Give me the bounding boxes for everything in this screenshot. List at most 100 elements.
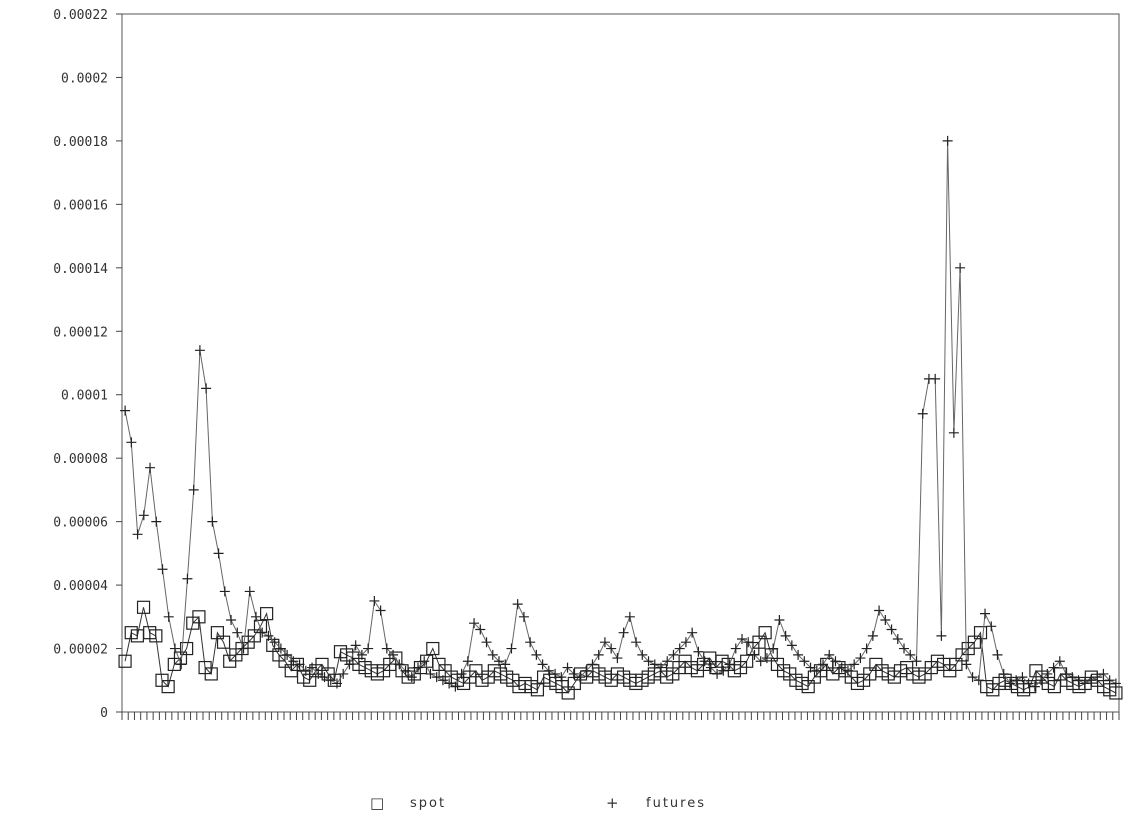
futures-point xyxy=(1017,672,1028,683)
series-line-spot xyxy=(124,607,1117,694)
y-tick-label: 0.00022 xyxy=(53,8,108,23)
futures-point xyxy=(213,548,224,559)
futures-point xyxy=(525,637,536,648)
futures-point xyxy=(562,662,573,673)
futures-point xyxy=(269,637,280,648)
futures-point xyxy=(518,611,529,622)
spot-point xyxy=(204,667,218,681)
futures-point xyxy=(930,373,941,384)
futures-point xyxy=(587,659,598,670)
futures-point xyxy=(899,643,910,654)
futures-point xyxy=(282,649,293,660)
futures-point xyxy=(475,624,486,635)
futures-point xyxy=(1004,678,1015,689)
futures-point xyxy=(294,659,305,670)
futures-point xyxy=(238,643,249,654)
futures-point xyxy=(861,643,872,654)
futures-point xyxy=(743,637,754,648)
y-tick-label: 0.00018 xyxy=(53,135,108,150)
futures-point xyxy=(388,649,399,660)
futures-point xyxy=(948,427,959,438)
futures-point xyxy=(992,649,1003,660)
futures-point xyxy=(624,611,635,622)
futures-point xyxy=(219,586,230,597)
futures-point xyxy=(500,659,511,670)
futures-point xyxy=(674,643,685,654)
spot-point xyxy=(740,654,754,668)
futures-point xyxy=(550,668,561,679)
futures-point xyxy=(849,659,860,670)
futures-point xyxy=(581,665,592,676)
spot-point xyxy=(136,600,151,614)
futures-point xyxy=(986,621,997,632)
futures-point xyxy=(886,624,897,635)
futures-point xyxy=(892,634,903,645)
futures-point xyxy=(780,630,791,641)
futures-point xyxy=(799,656,810,667)
futures-point xyxy=(606,643,617,654)
futures-point xyxy=(331,678,342,689)
futures-point xyxy=(412,662,423,673)
futures-point xyxy=(1092,672,1103,683)
futures-point xyxy=(456,668,467,679)
futures-point xyxy=(263,630,274,641)
futures-point xyxy=(761,653,772,664)
spot-point xyxy=(118,654,132,668)
futures-point xyxy=(774,614,785,625)
futures-point xyxy=(1029,681,1040,692)
futures-point xyxy=(687,627,698,638)
futures-point xyxy=(818,659,829,670)
futures-point xyxy=(244,586,255,597)
spot-point xyxy=(216,635,231,649)
spot-point xyxy=(161,680,175,694)
futures-point xyxy=(313,668,324,679)
futures-point xyxy=(537,659,548,670)
futures-point xyxy=(1067,672,1078,683)
futures-point xyxy=(493,656,504,667)
futures-point xyxy=(730,643,741,654)
futures-point xyxy=(867,630,878,641)
futures-point xyxy=(369,595,380,606)
futures-point xyxy=(755,656,766,667)
futures-point xyxy=(668,649,679,660)
futures-point xyxy=(911,656,922,667)
futures-point xyxy=(406,672,417,683)
futures-point xyxy=(419,656,430,667)
futures-point xyxy=(531,649,542,660)
y-tick-label: 0.00004 xyxy=(53,579,108,594)
futures-point xyxy=(157,564,168,575)
futures-point xyxy=(151,516,162,527)
futures-point xyxy=(942,135,953,146)
futures-point xyxy=(786,640,797,651)
futures-point xyxy=(1036,675,1047,686)
futures-point xyxy=(132,529,143,540)
futures-point xyxy=(955,262,966,273)
y-tick-label: 0 xyxy=(100,706,108,721)
futures-point xyxy=(618,627,629,638)
y-tick-label: 0.0002 xyxy=(61,71,108,86)
y-tick-label: 0.00008 xyxy=(53,452,108,467)
futures-point xyxy=(226,614,237,625)
y-tick-label: 0.0001 xyxy=(61,389,108,404)
futures-point xyxy=(631,637,642,648)
futures-point xyxy=(425,668,436,679)
futures-point xyxy=(381,643,392,654)
futures-point xyxy=(593,649,604,660)
futures-point xyxy=(811,665,822,676)
legend-item-futures: + futures xyxy=(606,794,706,812)
futures-point xyxy=(612,653,623,664)
futures-point xyxy=(394,659,405,670)
futures-point xyxy=(574,672,585,683)
futures-point xyxy=(1073,675,1084,686)
futures-point xyxy=(805,662,816,673)
futures-point xyxy=(967,672,978,683)
futures-point xyxy=(182,573,193,584)
spot-point xyxy=(149,629,163,643)
spot-point xyxy=(973,626,988,640)
futures-point xyxy=(980,608,991,619)
y-tick-label: 0.00006 xyxy=(53,516,108,531)
futures-point xyxy=(375,605,386,616)
futures-point xyxy=(176,659,187,670)
futures-point xyxy=(705,662,716,673)
futures-point xyxy=(194,345,205,356)
